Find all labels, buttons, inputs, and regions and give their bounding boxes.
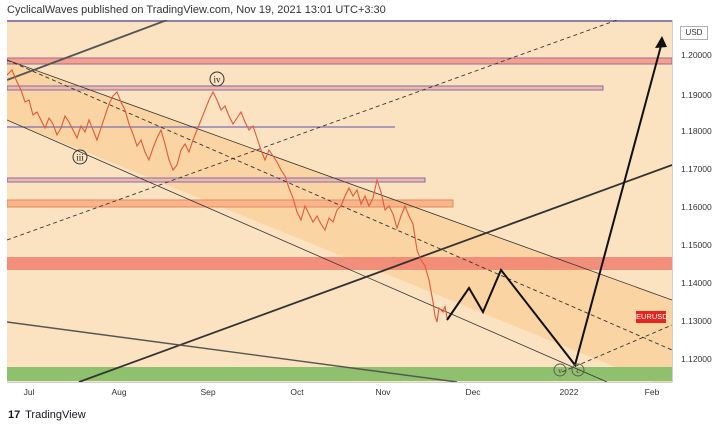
tradingview-logo[interactable]: 17 TradingView (8, 409, 86, 421)
svg-text:v: v (558, 366, 562, 375)
price-tick: 1.19000 (681, 90, 712, 100)
time-tick: Sep (200, 387, 216, 397)
band-1-145 (7, 257, 672, 270)
channel-mid-dashed (7, 59, 672, 351)
wave-label-iv: iv (209, 71, 225, 87)
rising-dashed-lower (561, 324, 672, 373)
chart-header: CyclicalWaves published on TradingView.c… (0, 0, 720, 20)
time-tick: Aug (111, 387, 127, 397)
price-tick: 1.14000 (681, 278, 712, 288)
currency-label[interactable]: USD (680, 26, 708, 40)
channel-lower-line (7, 119, 608, 382)
time-tick: Jul (23, 387, 35, 397)
price-path (7, 69, 448, 323)
upper-grey-line (7, 20, 168, 81)
band-1-20 (7, 57, 672, 65)
price-tick: 1.13000 (681, 316, 712, 326)
time-tick: Oct (290, 387, 304, 397)
chart-canvas[interactable]: iv iii v c (7, 20, 672, 382)
chart-pane[interactable]: iv iii v c (7, 20, 672, 382)
price-axis[interactable]: 1.20000 1.19000 1.18000 1.17000 1.16000 … (672, 20, 720, 382)
rising-dashed-line (7, 20, 618, 241)
time-axis[interactable]: Jul Aug Sep Oct Nov Dec 2022 Feb (7, 382, 672, 403)
svg-text:c: c (576, 366, 580, 375)
price-tick: 1.16000 (681, 202, 712, 212)
projection-path (446, 41, 663, 368)
band-1-17 (7, 177, 426, 183)
time-tick: Dec (465, 387, 481, 397)
time-tick: 2022 (559, 387, 579, 397)
tradingview-logo-text: TradingView (25, 409, 86, 421)
price-tick: 1.15000 (681, 240, 712, 250)
price-tick: 1.12000 (681, 354, 712, 364)
band-1-19 (7, 85, 604, 91)
publish-info: CyclicalWaves published on TradingView.c… (7, 4, 386, 16)
price-tick: 1.18000 (681, 126, 712, 136)
descending-channel (7, 60, 672, 382)
symbol-price-tag: EURUSD (636, 311, 668, 323)
time-tick: Nov (375, 387, 391, 397)
wave-label-c: c (571, 363, 585, 377)
price-tick: 1.20000 (681, 50, 712, 60)
support-band (7, 367, 672, 381)
tradingview-mark-icon: 17 (8, 409, 21, 421)
band-1-16 (7, 199, 454, 208)
footer: 17 TradingView (0, 402, 720, 427)
wave-label-v: v (553, 363, 567, 377)
price-tick: 1.17000 (681, 164, 712, 174)
rising-trendline (78, 164, 672, 382)
channel-upper-line (7, 59, 672, 301)
svg-text:iv: iv (213, 75, 221, 85)
lower-grey-line (7, 321, 458, 382)
svg-text:iii: iii (76, 153, 84, 163)
time-tick: Feb (644, 387, 660, 397)
projection-arrowhead (655, 36, 667, 48)
wave-label-iii: iii (72, 149, 88, 165)
